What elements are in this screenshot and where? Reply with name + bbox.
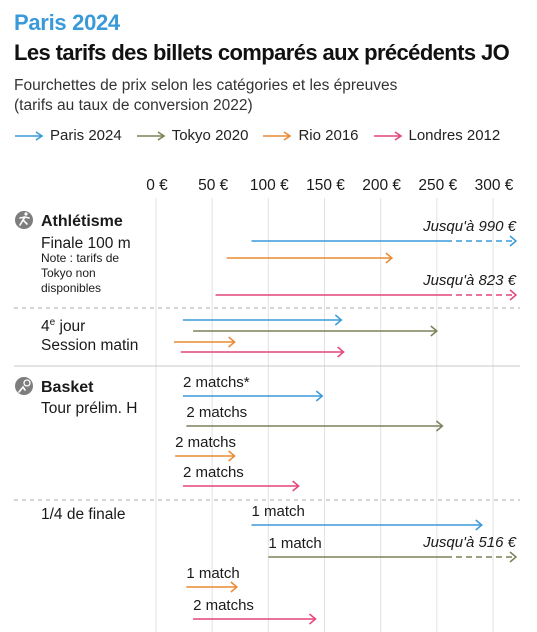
legend-label: Rio 2016 [298, 127, 359, 144]
legend-item-tokyo-2020: Tokyo 2020 [136, 127, 249, 144]
subtitle-line-1: Fourchettes de prix selon les catégories… [14, 77, 398, 94]
x-tick-label: 250 € [418, 177, 457, 194]
legend-label: Tokyo 2020 [171, 127, 249, 144]
arrow-icon [263, 130, 292, 141]
range-arrow-head [315, 390, 324, 402]
event-label: 4e jour [41, 317, 85, 335]
range-arrow-head [509, 551, 518, 563]
range-text-label: 1 match [268, 535, 321, 552]
range-arrow-head [475, 519, 483, 531]
range-text-label: 2 matchs* [183, 374, 250, 391]
event-label-2: Session matin [41, 337, 138, 354]
event-label: 1/4 de finale [41, 506, 125, 523]
sport-label: Basket [41, 379, 94, 396]
event-note: disponibles [41, 281, 101, 295]
basketball-icon [15, 377, 33, 395]
range-text-label: 2 matchs [183, 464, 244, 481]
range-text-label: 2 matchs [186, 404, 247, 421]
legend-item-londres-2012: Londres 2012 [373, 127, 501, 144]
kicker: Paris 2024 [14, 10, 120, 35]
legend-label: Paris 2024 [50, 127, 122, 144]
x-tick-label: 150 € [306, 177, 345, 194]
legend-item-rio-2016: Rio 2016 [262, 127, 359, 144]
range-arrow-head [309, 613, 317, 625]
range-text-label: 2 matchs [193, 597, 254, 614]
range-arrow-head [430, 325, 438, 337]
basketball-figure [18, 385, 26, 393]
event-label: Tour prélim. H [41, 400, 137, 417]
x-tick-label: 0 € [146, 177, 168, 194]
range-arrow-head [228, 336, 236, 348]
arrow-icon [15, 130, 44, 141]
event-note: Note : tarifs de [41, 251, 119, 265]
range-text-label: 2 matchs [175, 434, 236, 451]
range-arrow-head [228, 450, 236, 462]
legend-item-paris-2024: Paris 2024 [14, 127, 122, 144]
range-arrow-head [385, 252, 394, 264]
range-text-label: 1 match [251, 503, 304, 520]
range-arrow-head [337, 346, 345, 358]
x-tick-label: 200 € [362, 177, 401, 194]
chart-subtitle: Fourchettes de prix selon les catégories… [14, 76, 397, 116]
range-arrow-head [292, 480, 300, 492]
sport-label: Athlétisme [41, 213, 123, 230]
range-arrow-head [509, 235, 518, 247]
range-arrow-head [334, 314, 343, 326]
arrow-icon [136, 130, 166, 141]
x-tick-label: 100 € [250, 177, 289, 194]
range-chart: 0 € 50 € 100 € 150 € 200 € 250 € 300 € Athlétis… [14, 177, 520, 632]
legend-label: Londres 2012 [408, 127, 501, 144]
range-arrow-head [230, 581, 239, 593]
event-label: Finale 100 m [41, 235, 131, 252]
athletics-head [24, 212, 28, 216]
cap-label: Jusqu'à 823 € [422, 272, 517, 289]
range-text-label: 1 match [186, 565, 239, 582]
cap-label: Jusqu'à 516 € [422, 534, 517, 551]
athletics-figure [19, 216, 30, 226]
subtitle-line-2: (tarifs au taux de conversion 2022) [14, 97, 253, 114]
legend: Paris 2024 Tokyo 2020 Rio 2016 Londres 2… [14, 127, 514, 144]
arrow-icon [373, 130, 402, 141]
basketball-ball [23, 379, 31, 387]
event-note: Tokyo non [41, 266, 96, 280]
chart-title: Les tarifs des billets comparés aux préc… [14, 40, 510, 65]
range-arrow-head [509, 289, 518, 301]
range-arrow-head [435, 420, 444, 432]
x-tick-label: 50 € [198, 177, 229, 194]
x-tick-label: 300 € [475, 177, 514, 194]
cap-label: Jusqu'à 990 € [422, 218, 517, 235]
